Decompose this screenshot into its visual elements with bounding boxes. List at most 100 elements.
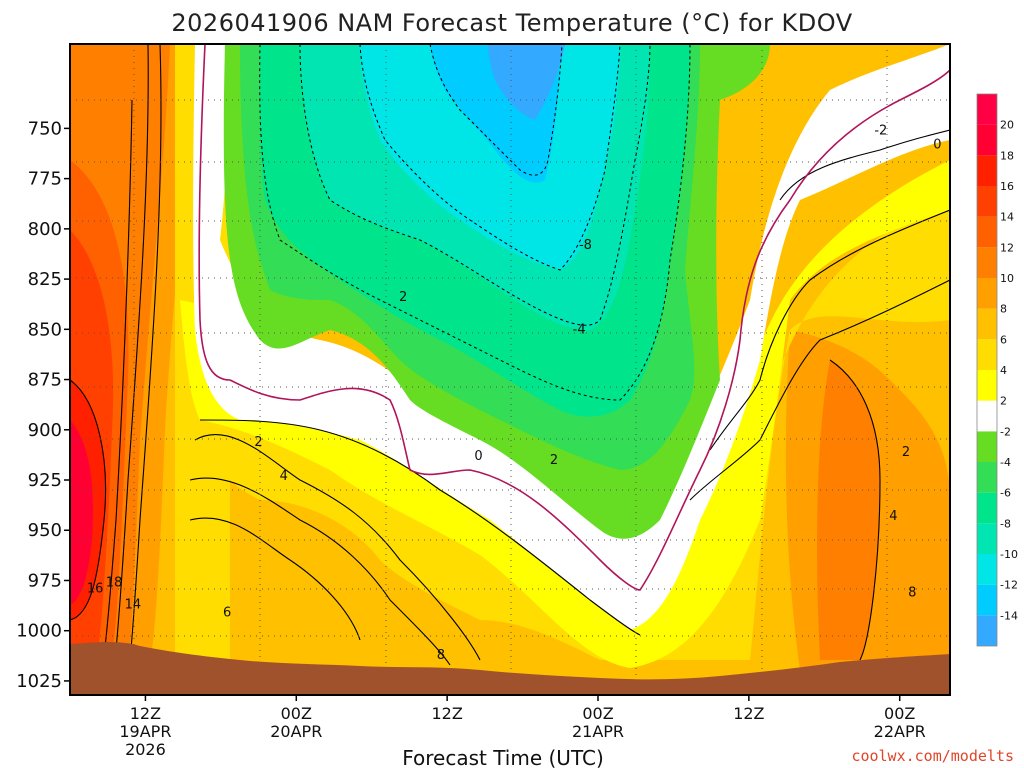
credit-text: coolwx.com/modelts [851,747,1014,765]
contour-label: 2 [902,445,910,460]
y-tick-label: 875 [28,370,62,391]
fill-4-6 [185,200,950,660]
colorbar-segment [977,554,997,585]
x-tick-date: 20APR [270,722,322,741]
x-tick-label: 00Z [884,704,915,723]
contour-label: 0 [933,137,941,152]
contour-label: 2 [254,435,262,450]
colorbar-segment [977,216,997,248]
colorbar-segment [977,124,997,156]
contour-label: 8 [908,586,916,601]
contour-line [709,209,950,451]
x-tick-label: 00Z [281,704,312,723]
x-axis-label: Forecast Time (UTC) [402,746,604,768]
colorbar-segment [977,247,997,278]
contour-line [189,517,361,641]
colorbar-segment [977,186,997,217]
contour-line [359,44,621,271]
contour-line [194,434,481,661]
y-tick-label: 800 [28,219,62,240]
contour-line [129,44,162,661]
contour-line [299,44,651,326]
contour-line [779,129,950,201]
x-tick-label: 12Z [733,704,764,723]
y-tick-label: 825 [28,269,62,290]
colorbar-tick-label: 4 [1000,364,1007,377]
contour-line [189,477,451,666]
contour-label: 16 [87,582,104,597]
colorbar-tick-label: -4 [1000,456,1011,469]
colorbar-tick-label: -6 [1000,487,1011,500]
colorbar-tick-label: 8 [1000,303,1007,316]
contour-label: 8 [437,648,445,663]
contour-label: -4 [573,322,586,337]
contour-label: 14 [125,598,142,613]
plot-frame [69,43,951,696]
contour-label: 6 [223,606,231,621]
colorbar-segment [977,431,997,462]
contour-line [114,44,149,661]
colorbar-segment [977,155,997,186]
contour-line [199,419,641,636]
y-tick-label: 850 [28,319,62,340]
colorbar-segment [977,339,997,370]
contour-label: 18 [106,575,123,590]
fill-neg2-2 [193,44,950,630]
colorbar-segment [977,308,997,340]
contour-line [103,99,133,656]
contour-label: 4 [889,509,897,524]
x-tick-date: 22APR [874,722,926,741]
contour-line-zero [198,44,950,591]
colorbar-tick-label: 6 [1000,333,1007,346]
contour-line [429,44,563,176]
contour-label: -8 [579,238,592,253]
y-tick-label: 950 [28,520,62,541]
contour-label: 0 [474,449,482,464]
colorbar-tick-label: 16 [1000,180,1014,193]
grid-lines [70,44,950,695]
colorbar-tick-label: -10 [1000,548,1018,561]
plot-area [70,44,950,695]
colorbar-segment [977,492,997,524]
contour-dashed [259,44,691,401]
x-tick-date: 19APR [119,722,171,741]
colorbar-tick-label: 18 [1000,149,1014,162]
colorbar-segment [977,400,997,432]
colorbar-tick-label: 10 [1000,272,1014,285]
contour-line [689,279,950,501]
contour-label: -2 [874,123,887,138]
x-tick-date: 21APR [572,722,624,741]
y-tick-label: 900 [28,420,62,441]
x-tick-year: 2026 [125,740,166,759]
contour-label: 4 [280,469,288,484]
colorbar-segment [977,94,997,125]
colorbar-segment [977,370,997,401]
colorbar-tick-label: 20 [1000,119,1014,132]
colorbar-tick-label: 2 [1000,395,1007,408]
colorbar-tick-label: -12 [1000,579,1018,592]
y-tick-label: 975 [28,570,62,591]
colorbar-segment [977,523,997,554]
colorbar-tick-label: -8 [1000,517,1011,530]
colorbar-tick-label: 12 [1000,241,1014,254]
y-tick-label: 750 [28,118,62,139]
colorbar-tick-label: 14 [1000,211,1014,224]
colorbar: -14 -12 -10 -8 -6 -4 -2 2 4 6 8 10 12 14 16 18 20 [976,93,1018,647]
y-tick-label: 925 [28,470,62,491]
y-tick-label: 1025 [16,671,62,692]
contour-label: 2 [399,290,407,305]
colorbar-segment [977,462,997,493]
fill-east-10-12 [817,360,880,660]
y-axis: 750 775 800 825 850 875 900 925 950 975 1000 1025 [16,118,70,692]
contour-label: 2 [550,453,558,468]
colorbar-segment [977,615,997,646]
colorbar-segment [977,584,997,616]
contour-line [259,44,691,401]
fill-18-20 [70,420,94,605]
terrain-ground [70,642,950,695]
fill-neg16-neg14 [488,44,565,120]
x-tick-label: 12Z [431,704,462,723]
contour-line [70,379,107,621]
